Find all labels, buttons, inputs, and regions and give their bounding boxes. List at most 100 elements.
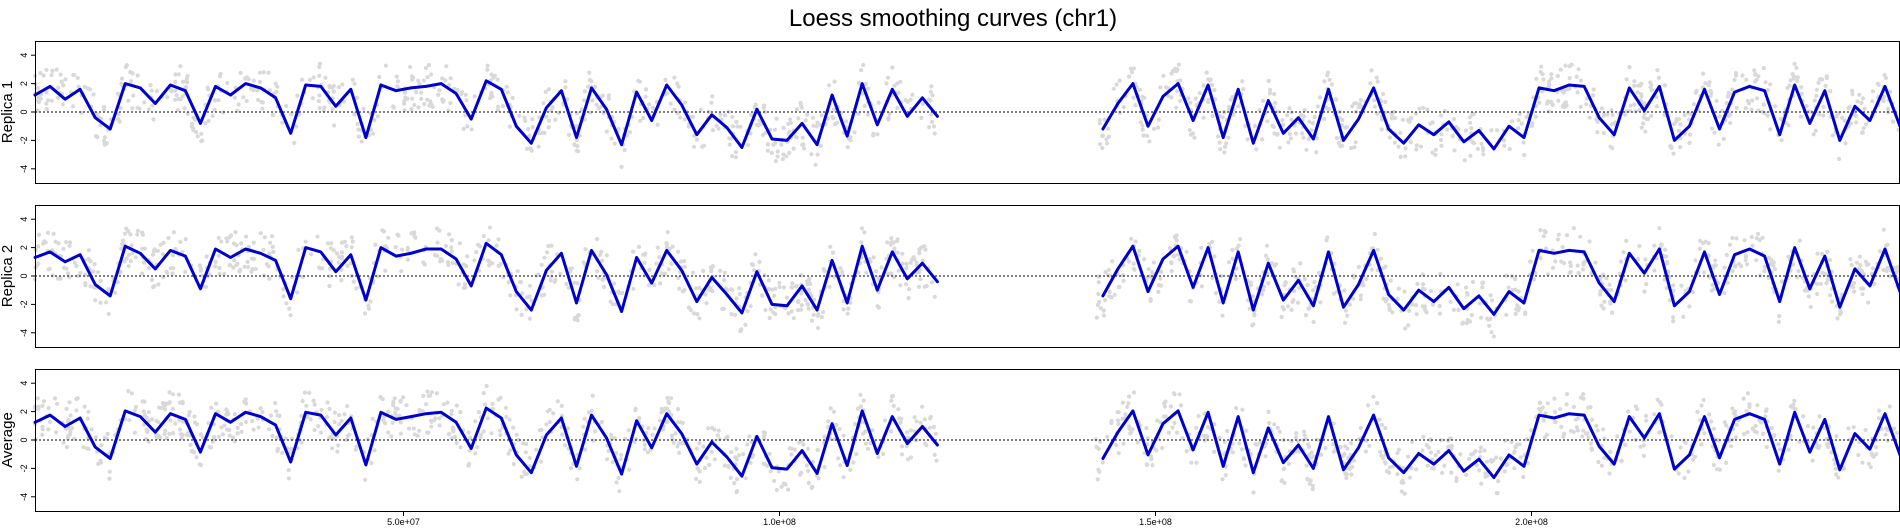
data-point	[1448, 299, 1453, 304]
data-point	[1383, 264, 1388, 269]
data-point	[804, 463, 809, 468]
data-point	[70, 426, 75, 431]
data-point	[122, 259, 127, 264]
data-point	[1112, 292, 1117, 297]
data-point	[1210, 114, 1215, 119]
data-point	[1850, 285, 1856, 290]
data-point	[315, 234, 320, 239]
data-point	[1558, 67, 1563, 72]
data-point	[1754, 96, 1760, 101]
data-point	[217, 271, 222, 276]
data-point	[1733, 413, 1738, 418]
data-point	[1883, 432, 1888, 437]
data-point	[1425, 107, 1430, 112]
data-point	[75, 75, 80, 81]
data-point	[777, 280, 782, 285]
data-point	[1672, 121, 1677, 127]
data-point	[1496, 479, 1501, 484]
data-point	[1358, 425, 1363, 430]
data-point	[891, 403, 896, 408]
data-point	[523, 450, 529, 455]
data-point	[342, 239, 347, 244]
data-point	[566, 285, 571, 290]
data-point	[726, 463, 731, 468]
data-point	[1609, 108, 1614, 113]
data-point	[1501, 138, 1507, 143]
data-point	[1635, 90, 1640, 95]
data-point	[575, 281, 580, 286]
data-point	[794, 107, 800, 112]
data-point	[327, 435, 332, 441]
data-point	[1722, 291, 1727, 296]
data-point	[1595, 130, 1600, 135]
data-point	[1732, 264, 1738, 269]
data-point	[932, 131, 937, 136]
data-point	[1428, 437, 1433, 442]
data-point	[1855, 99, 1860, 104]
data-point	[601, 284, 607, 290]
data-point	[68, 413, 73, 418]
data-point	[1238, 237, 1243, 242]
data-point	[212, 107, 217, 112]
data-point	[1104, 137, 1109, 142]
data-point	[1474, 463, 1479, 468]
data-point	[646, 426, 651, 431]
data-point	[1260, 137, 1265, 142]
data-point	[1716, 142, 1721, 147]
data-point	[555, 399, 560, 404]
data-point	[642, 260, 647, 265]
data-point	[74, 263, 79, 269]
data-point	[918, 420, 923, 425]
data-point	[514, 432, 519, 437]
data-point	[144, 427, 149, 432]
data-point	[127, 418, 132, 423]
data-point	[1241, 87, 1246, 92]
data-point	[1609, 287, 1614, 293]
data-point	[1706, 241, 1711, 246]
data-point	[171, 230, 176, 235]
data-point	[1870, 266, 1875, 271]
data-point	[582, 89, 588, 94]
data-point	[1866, 461, 1871, 466]
data-point	[455, 87, 460, 93]
data-point	[912, 415, 917, 420]
data-point	[1587, 115, 1592, 120]
data-point	[102, 435, 107, 440]
data-point	[1654, 95, 1659, 100]
data-point	[1172, 234, 1177, 239]
data-point	[716, 428, 721, 433]
data-point	[234, 263, 239, 268]
y-tick-label: 4	[19, 217, 29, 222]
data-point	[1595, 119, 1600, 124]
data-point	[1668, 144, 1673, 149]
data-point	[1687, 140, 1692, 145]
data-point	[1882, 72, 1887, 78]
data-point	[1344, 475, 1349, 480]
data-point	[579, 107, 584, 112]
data-point	[1351, 458, 1356, 463]
data-point	[1463, 128, 1468, 133]
data-point	[163, 428, 168, 433]
y-tick-label: -4	[19, 165, 29, 173]
data-point	[212, 98, 218, 103]
data-point	[271, 112, 276, 118]
data-point	[1734, 422, 1739, 427]
data-point	[128, 259, 133, 264]
data-point	[316, 99, 321, 104]
data-point	[132, 430, 137, 435]
data-point	[1885, 428, 1890, 433]
data-point	[722, 278, 727, 283]
data-point	[1752, 68, 1757, 73]
data-point	[1730, 268, 1735, 274]
data-point	[1390, 310, 1395, 315]
data-point	[1805, 424, 1810, 429]
data-point	[1743, 258, 1748, 263]
data-point	[294, 124, 299, 129]
data-point	[1639, 125, 1644, 130]
data-point	[1595, 428, 1600, 433]
data-point	[547, 419, 552, 425]
data-point	[1624, 109, 1629, 114]
data-point	[1129, 430, 1134, 435]
data-point	[932, 452, 937, 457]
data-point	[274, 89, 279, 94]
